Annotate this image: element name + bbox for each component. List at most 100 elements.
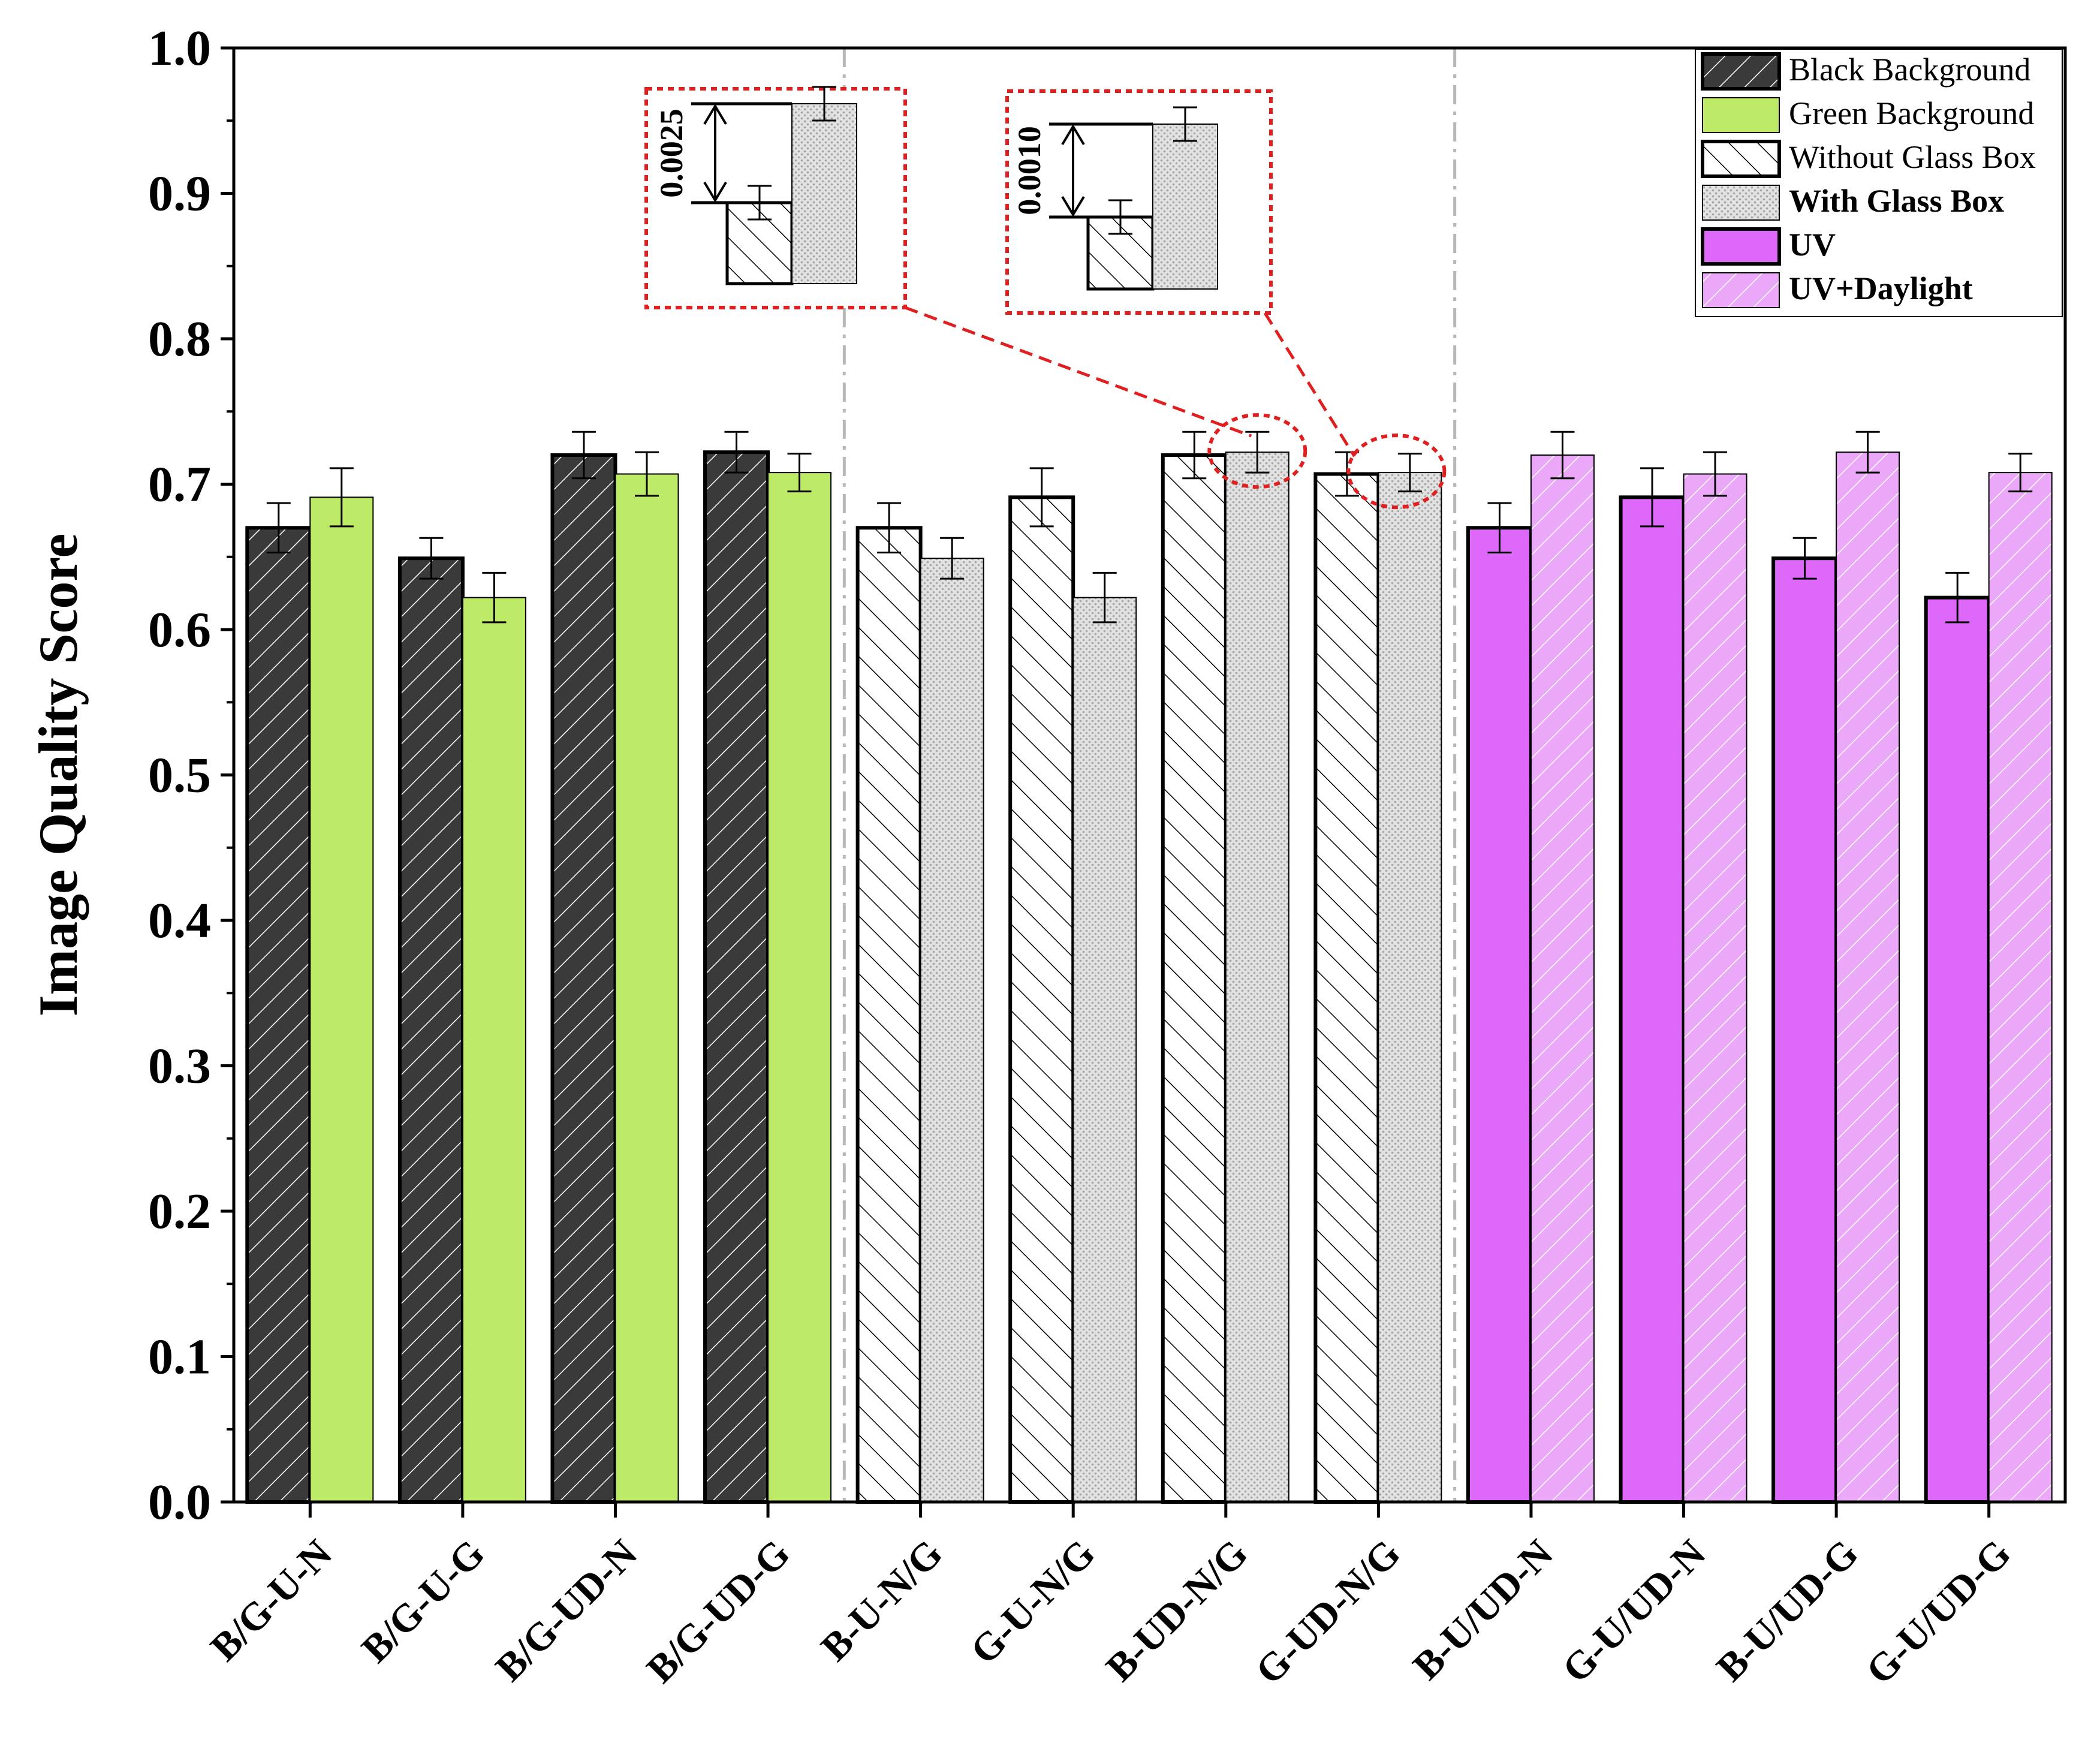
bar-b-g-u-g-black-background-pattern — [399, 558, 463, 1502]
bar-g-u-ud-g-uv-daylight-group — [1988, 472, 2053, 1503]
legend-swatch-black-background — [1701, 52, 1781, 91]
legend-label-uv: UV — [1789, 227, 1836, 263]
bar-g-u-ud-n-uv-group — [1619, 495, 1686, 1504]
error-bar-g-u-ud-n-uv — [1640, 467, 1665, 528]
inset-bar-with-glass-box — [1153, 124, 1218, 289]
bar-b-u-n-g-with-glass-box — [920, 558, 984, 1502]
bar-b-g-u-g-green-background — [462, 597, 526, 1502]
x-category-label: G-U-N/G — [962, 1531, 1104, 1673]
x-category-label: G-U/UD-N — [1554, 1531, 1714, 1691]
error-bar-b-g-ud-g-green-background — [787, 453, 812, 493]
y-tick-label: 0.6 — [148, 602, 211, 658]
legend-label-green-background: Green Background — [1789, 95, 2034, 131]
bar-b-g-u-n-green-background — [310, 497, 373, 1503]
error-bar-g-u-n-g-without-glass-box — [1029, 467, 1054, 528]
bar-b-g-ud-n-black-background-group — [550, 453, 617, 1504]
bar-g-u-n-g-without-glass-box-pattern — [1010, 497, 1074, 1503]
legend-label-uv-daylight: UV+Daylight — [1789, 270, 1973, 306]
bar-b-u-ud-n-uv — [1468, 528, 1531, 1502]
bar-b-g-ud-n-green-background-group — [614, 473, 679, 1503]
bar-g-u-ud-n-uv-daylight-pattern — [1683, 474, 1747, 1502]
bar-b-u-ud-g-uv-group — [1771, 556, 1839, 1504]
error-bar-b-u-ud-g-uv-daylight — [1855, 431, 1880, 474]
highlight-connector — [905, 306, 1252, 438]
zoom-inset-b-ud-n-g: 0.0025 — [644, 86, 1307, 489]
highlight-circle — [1207, 413, 1307, 489]
bar-b-u-n-g-without-glass-box-group — [855, 526, 923, 1504]
bar-b-ud-n-g-without-glass-box-pattern — [1162, 455, 1226, 1502]
y-tick-label: 0.9 — [148, 166, 211, 222]
error-bar-b-g-u-n-green-background — [329, 467, 354, 528]
bar-g-ud-n-g-with-glass-box-group — [1378, 472, 1442, 1503]
bar-b-g-ud-g-black-background-pattern — [705, 452, 769, 1502]
difference-label: 0.0025 — [653, 109, 689, 198]
bars-layer — [245, 431, 2053, 1504]
bar-b-u-ud-n-uv-daylight-pattern — [1530, 455, 1594, 1502]
x-category-label: B-U/UD-G — [1709, 1531, 1867, 1690]
legend-swatch-fill — [1703, 185, 1779, 220]
inset-error-bar — [1173, 106, 1197, 142]
error-bar-b-g-u-n-black-background — [266, 502, 291, 553]
legend-label-without-glass-box: Without Glass Box — [1789, 139, 2036, 175]
legend-swatch-uv-daylight — [1702, 272, 1780, 308]
bar-b-g-ud-g-green-background — [768, 472, 831, 1502]
legend-label-black-background: Black Background — [1789, 52, 2030, 88]
bar-g-u-n-g-with-glass-box-group — [1072, 597, 1137, 1503]
error-bar-b-u-ud-n-uv — [1487, 502, 1512, 553]
error-bar-g-ud-n-g-with-glass-box — [1397, 453, 1422, 493]
legend-swatch-outline — [1701, 227, 1781, 266]
inset-layer: 0.0025 0.0010 — [644, 86, 1447, 510]
difference-arrow-head-up — [703, 104, 727, 125]
bar-b-u-ud-g-uv — [1773, 558, 1837, 1502]
x-category-label: B-UD-N/G — [1098, 1531, 1256, 1690]
error-bar-b-g-u-g-green-background — [482, 571, 507, 624]
difference-arrow-head-up — [1061, 124, 1085, 146]
legend-swatch-uv — [1701, 227, 1781, 266]
difference-arrow-head-down — [1061, 195, 1085, 217]
legend-swatch-outline — [1702, 185, 1780, 221]
legend: Black Background Green Background Without … — [1695, 49, 2063, 317]
y-axis-title: Image Quality Score — [28, 534, 89, 1017]
error-bar-b-ud-n-g-with-glass-box — [1245, 431, 1270, 474]
bar-g-ud-n-g-without-glass-box-group — [1313, 472, 1381, 1504]
legend-swatch-without-glass-box — [1701, 140, 1781, 178]
bar-b-g-ud-g-black-background-group — [703, 450, 770, 1504]
x-category-label: G-U/UD-G — [1858, 1531, 2019, 1693]
bar-g-ud-n-g-without-glass-box-pattern — [1315, 474, 1379, 1502]
legend-swatch-pattern — [1703, 54, 1779, 89]
bar-g-u-ud-g-uv-group — [1924, 595, 1991, 1504]
highlight-connector — [1263, 312, 1356, 457]
bar-b-ud-n-g-without-glass-box-group — [1161, 453, 1228, 1504]
x-category-label: B-U/UD-N — [1405, 1531, 1562, 1688]
bar-g-u-ud-n-uv — [1620, 497, 1684, 1503]
error-bar-b-u-n-g-with-glass-box — [940, 537, 965, 580]
bar-g-ud-n-g-with-glass-box — [1378, 472, 1442, 1502]
error-bar-b-u-ud-g-uv — [1792, 537, 1817, 580]
bar-b-u-n-g-with-glass-box-group — [920, 558, 984, 1503]
y-tick-label: 0.2 — [148, 1184, 211, 1239]
x-category-label: B/G-U-N — [202, 1531, 341, 1670]
legend-box — [1695, 49, 2063, 317]
zoom-inset-g-ud-n-g: 0.0010 — [1005, 89, 1447, 510]
error-bar-b-u-ud-n-uv-daylight — [1550, 431, 1575, 480]
bar-b-g-ud-n-black-background-pattern — [552, 455, 616, 1502]
legend-swatch-outline — [1701, 140, 1781, 178]
legend-swatch-outline — [1701, 52, 1781, 91]
difference-label: 0.0010 — [1011, 126, 1047, 215]
bar-b-ud-n-g-with-glass-box-group — [1225, 451, 1289, 1503]
bar-b-u-ud-g-uv-daylight-group — [1836, 451, 1900, 1503]
error-bar-b-g-ud-n-green-background — [634, 451, 659, 497]
y-tick-label: 0.5 — [148, 748, 211, 803]
error-bar-g-u-n-g-with-glass-box — [1092, 571, 1117, 624]
legend-swatch-pattern — [1703, 273, 1779, 308]
y-tick-label: 0.1 — [148, 1329, 211, 1385]
bar-b-u-ud-n-uv-daylight-group — [1530, 454, 1595, 1503]
bar-g-u-ud-g-uv-daylight-pattern — [1988, 472, 2052, 1502]
legend-swatch-pattern — [1703, 142, 1779, 176]
bar-b-u-n-g-without-glass-box-pattern — [857, 528, 921, 1502]
error-bar-b-g-u-g-black-background — [419, 537, 444, 580]
inset-bar-with-glass-box — [792, 104, 857, 284]
bar-g-u-n-g-with-glass-box — [1073, 597, 1137, 1502]
legend-swatch-fill — [1703, 98, 1779, 133]
